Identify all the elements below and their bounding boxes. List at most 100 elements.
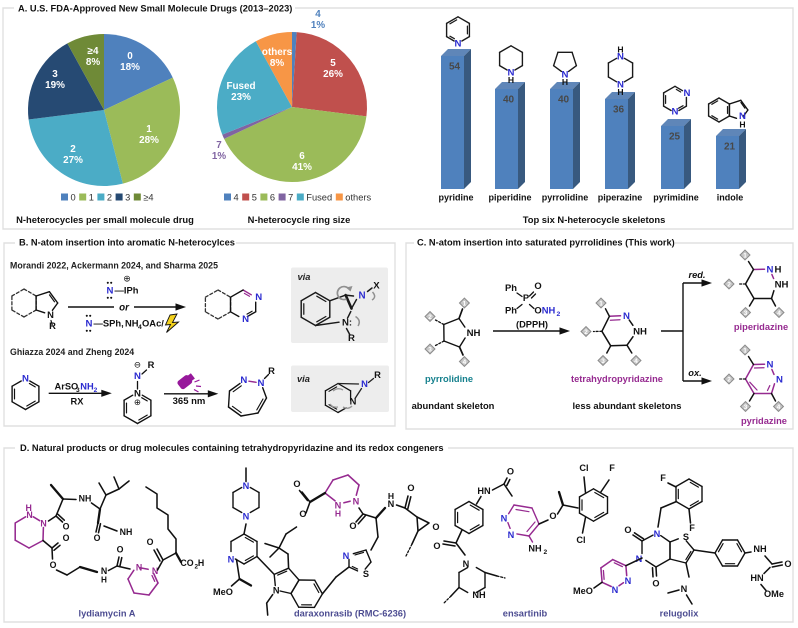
svg-text:H: H <box>775 264 782 275</box>
svg-text:N: N <box>612 585 619 595</box>
svg-text:N: N <box>739 111 746 122</box>
svg-text:H: H <box>617 44 623 54</box>
svg-text:N: N <box>258 378 265 389</box>
svg-text:piperidine: piperidine <box>488 193 531 203</box>
svg-text:Ph: Ph <box>505 305 517 316</box>
svg-text:N: N <box>508 67 515 78</box>
svg-text:4: 4 <box>315 9 321 20</box>
svg-text:1: 1 <box>146 124 152 135</box>
svg-text:1: 1 <box>743 253 747 260</box>
svg-text:40: 40 <box>503 95 515 106</box>
svg-text:N: N <box>26 510 32 520</box>
svg-text:F: F <box>609 463 615 473</box>
svg-text:Fused: Fused <box>226 81 255 92</box>
svg-text:N: N <box>776 375 783 386</box>
svg-text:O: O <box>293 479 300 489</box>
svg-text:N: N <box>273 585 280 595</box>
svg-text:N: N <box>358 290 365 301</box>
svg-text:N: N <box>343 551 350 561</box>
svg-text:N: N <box>22 373 29 384</box>
svg-text:O: O <box>63 533 70 543</box>
svg-text:N: N <box>625 576 632 586</box>
svg-text:40: 40 <box>558 95 570 106</box>
svg-text:18%: 18% <box>120 62 140 73</box>
svg-text:O: O <box>94 533 101 543</box>
svg-text:5: 5 <box>252 193 257 203</box>
svg-text:O: O <box>432 522 439 532</box>
svg-text:via: via <box>298 272 311 282</box>
svg-text:Top six N-heterocycle skeleton: Top six N-heterocycle skeletons <box>523 214 666 225</box>
svg-text:O: O <box>349 521 356 531</box>
svg-text:3: 3 <box>125 193 130 203</box>
svg-text:NH: NH <box>753 544 767 554</box>
svg-text:N: N <box>562 69 569 80</box>
svg-text:N-heterocycles per small molec: N-heterocycles per small molecule drug <box>16 214 194 225</box>
svg-text:N: N <box>767 264 774 275</box>
svg-text:2: 2 <box>557 311 561 318</box>
svg-text:R: R <box>49 320 56 331</box>
svg-text:S: S <box>363 569 369 579</box>
svg-text:54: 54 <box>449 62 461 73</box>
svg-text:N: N <box>134 371 141 382</box>
svg-text:3: 3 <box>76 387 80 394</box>
svg-text:P: P <box>523 292 529 303</box>
svg-text:H: H <box>617 87 623 97</box>
svg-text:2: 2 <box>107 193 112 203</box>
svg-text:2: 2 <box>428 314 432 321</box>
svg-text:NH: NH <box>472 590 486 600</box>
svg-text:N: N <box>47 309 54 320</box>
svg-text:≥4: ≥4 <box>143 193 153 203</box>
svg-text:N: N <box>242 314 249 325</box>
svg-text:H: H <box>508 75 514 85</box>
svg-text:pyridine: pyridine <box>438 193 473 203</box>
svg-text:indole: indole <box>717 193 744 203</box>
svg-text:HN: HN <box>750 573 764 583</box>
svg-text:≥4: ≥4 <box>88 46 99 57</box>
svg-text:ArSO: ArSO <box>55 382 79 392</box>
svg-text:27%: 27% <box>63 155 83 166</box>
svg-text:NH: NH <box>79 494 92 504</box>
svg-text:N-heterocycle ring size: N-heterocycle ring size <box>248 214 351 225</box>
svg-text:R: R <box>268 365 275 376</box>
svg-text:3: 3 <box>744 310 748 317</box>
svg-text:0: 0 <box>71 193 76 203</box>
svg-text:N: N <box>228 555 235 565</box>
svg-text:H: H <box>388 491 394 501</box>
svg-text:Ph: Ph <box>505 282 517 293</box>
svg-text:D. Natural products or drug mo: D. Natural products or drug molecules co… <box>20 443 444 453</box>
svg-text:41%: 41% <box>292 162 312 173</box>
svg-text:Ghiazza 2024 and Zheng 2024: Ghiazza 2024 and Zheng 2024 <box>10 347 134 357</box>
svg-text:4: 4 <box>463 359 467 366</box>
svg-text:2: 2 <box>544 549 548 556</box>
svg-text:NH: NH <box>80 382 94 392</box>
svg-text:23%: 23% <box>231 92 251 103</box>
svg-text:others: others <box>345 193 371 203</box>
svg-text:7: 7 <box>216 140 222 151</box>
svg-text:N: N <box>617 51 624 62</box>
svg-text:N: N <box>353 497 360 507</box>
svg-text:N: N <box>40 519 46 529</box>
svg-text:or: or <box>119 303 130 314</box>
svg-text:O: O <box>624 525 631 535</box>
svg-text:H: H <box>26 503 32 513</box>
svg-text:N: N <box>152 566 158 576</box>
svg-text:OMe: OMe <box>764 589 784 599</box>
svg-text:others: others <box>262 47 293 58</box>
svg-text:N: N <box>455 38 462 49</box>
svg-text:3: 3 <box>601 358 605 365</box>
svg-text:3: 3 <box>52 69 58 80</box>
svg-text:2: 2 <box>584 329 588 336</box>
svg-text:N: N <box>107 286 114 297</box>
svg-text:N: N <box>134 389 141 400</box>
svg-text:pyridazine: pyridazine <box>741 416 787 426</box>
svg-text:ensartinib: ensartinib <box>503 609 548 619</box>
svg-text:21: 21 <box>724 142 736 153</box>
svg-text:N: N <box>243 512 250 522</box>
svg-text:25: 25 <box>669 132 681 143</box>
svg-text:pyrimidine: pyrimidine <box>653 193 699 203</box>
svg-text:2: 2 <box>727 377 731 384</box>
svg-text:O: O <box>534 280 541 291</box>
svg-text:MeO: MeO <box>213 587 233 597</box>
svg-text:O: O <box>407 483 414 493</box>
svg-text:6: 6 <box>270 193 275 203</box>
